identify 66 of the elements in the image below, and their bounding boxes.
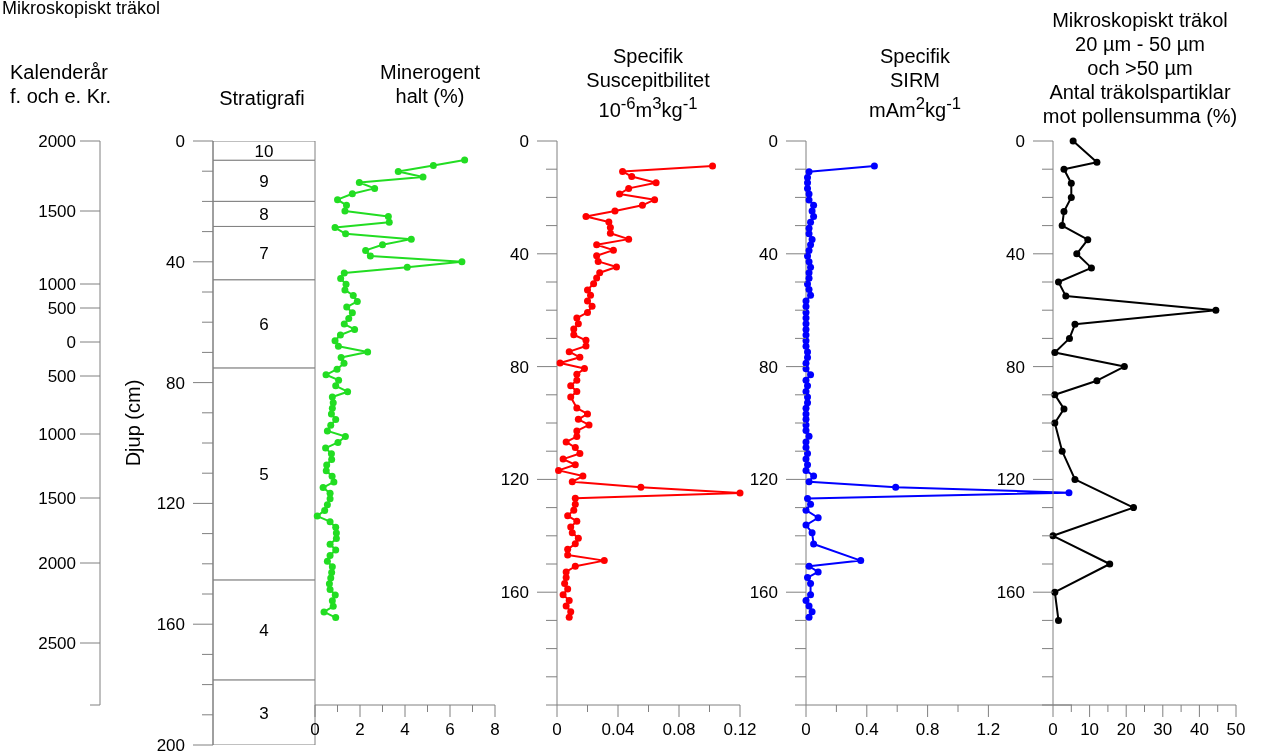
- x-tick-label: 0: [552, 720, 562, 739]
- text: 1000: [38, 274, 76, 294]
- x-tick-label: 20: [1116, 720, 1136, 739]
- series-label: 4: [259, 621, 269, 641]
- series-label: 7: [259, 244, 269, 264]
- y-tick-label: 80: [166, 373, 185, 393]
- y-tick-label: 40: [759, 244, 778, 264]
- y-tick-label: 120: [500, 470, 529, 490]
- text: 500: [47, 298, 76, 318]
- y-axis-title: Djup (cm): [121, 379, 145, 467]
- x-tick-label: 2: [355, 720, 365, 739]
- y-tick-label: 120: [996, 470, 1025, 490]
- y-tick-label: 0: [519, 131, 529, 151]
- text: 2000: [38, 131, 76, 151]
- x-tick-label: 1.2: [976, 720, 1001, 739]
- text: 2000: [38, 553, 76, 573]
- x-tick-label: 0.12: [723, 720, 757, 739]
- text: 500: [47, 366, 76, 386]
- series-label: 8: [259, 204, 269, 224]
- y-tick-label: 200: [156, 735, 185, 755]
- chart-title: Minerogent halt (%): [379, 60, 481, 108]
- y-tick-label: 80: [759, 357, 778, 377]
- x-tick-label: 30: [1153, 720, 1173, 739]
- text: 1500: [38, 488, 76, 508]
- series-label: 10: [254, 141, 274, 161]
- y-tick-label: 0: [768, 131, 778, 151]
- series-label: 3: [259, 703, 269, 723]
- x-tick-label: 0.04: [601, 720, 635, 739]
- x-tick-label: 0.8: [915, 720, 940, 739]
- y-tick-label: 80: [1006, 357, 1025, 377]
- text: 0: [66, 332, 76, 352]
- chart-title: Mikroskopiskt träkol 20 µm - 50 µm och >50 µm Antal träkolspartiklar mot pollensumma (%): [1042, 8, 1238, 128]
- x-tick-label: 40: [1189, 720, 1209, 739]
- text: Mikroskopiskt träkol: [2, 0, 161, 20]
- series-label: 6: [259, 315, 269, 335]
- y-tick-label: 0: [175, 131, 185, 151]
- y-tick-label: 80: [510, 357, 529, 377]
- chart-title: Stratigrafi: [219, 86, 305, 110]
- y-tick-label: 40: [510, 244, 529, 264]
- x-tick-label: 10: [1080, 720, 1100, 739]
- y-tick-label: 120: [749, 470, 778, 490]
- text: 1000: [38, 424, 76, 444]
- text: 2500: [38, 633, 76, 653]
- y-tick-label: 160: [996, 583, 1025, 603]
- y-tick-label: 160: [500, 583, 529, 603]
- x-tick-label: 0: [310, 720, 320, 739]
- chart-title: Specifik Suscepitbilitet 10$^{-6}$m$^{3}$kg$^{-1}$: [586, 44, 710, 122]
- series-label: 5: [259, 465, 269, 485]
- y-tick-label: 120: [156, 494, 185, 514]
- x-tick-label: 0: [1048, 720, 1058, 739]
- x-tick-label: 4: [400, 720, 410, 739]
- y-tick-label: 40: [166, 252, 185, 272]
- y-tick-label: 160: [749, 583, 778, 603]
- x-tick-label: 6: [445, 720, 455, 739]
- text: Kalenderår f. och e. Kr.: [10, 60, 112, 108]
- x-tick-label: 0.08: [662, 720, 696, 739]
- y-tick-label: 0: [1015, 131, 1025, 151]
- x-tick-label: 8: [490, 720, 500, 739]
- y-tick-label: 40: [1006, 244, 1025, 264]
- x-tick-label: 0: [801, 720, 811, 739]
- x-tick-label: 0.4: [854, 720, 879, 739]
- series-label: 9: [259, 171, 269, 191]
- chart-title: Specifik SIRM mAm$^{2}$kg$^{-1}$: [869, 44, 961, 122]
- x-tick-label: 50: [1226, 720, 1246, 739]
- text: 1500: [38, 201, 76, 221]
- y-tick-label: 160: [156, 615, 185, 635]
